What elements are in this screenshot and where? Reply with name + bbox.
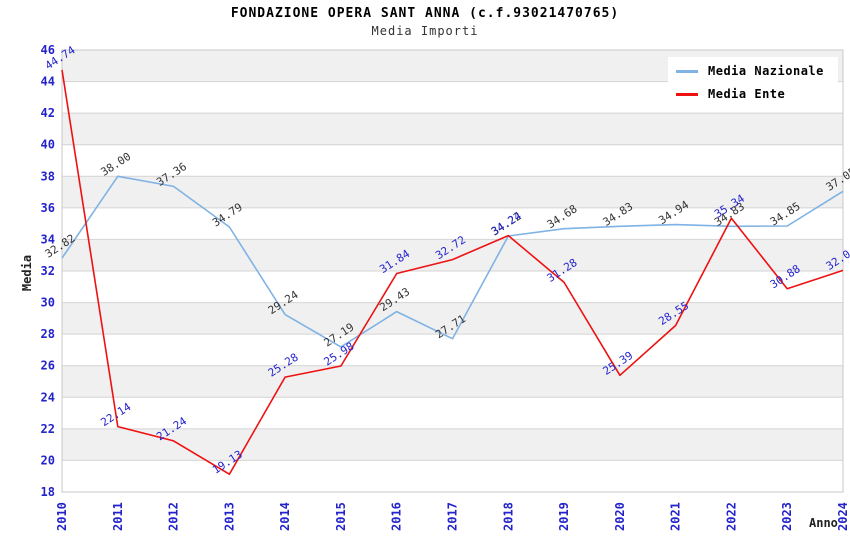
chart-title: FONDAZIONE OPERA SANT ANNA (c.f.93021470…: [230, 6, 620, 21]
legend-item-media-ente: Media Ente: [676, 87, 824, 101]
legend-item-media-nazionale: Media Nazionale: [676, 64, 824, 78]
gridlines: [62, 81, 843, 461]
svg-text:2015: 2015: [334, 502, 348, 531]
x-axis-tick-labels: 2010 2011 2012 2013 2014 2015 2016 2017 2018 2019…: [55, 502, 850, 531]
svg-text:40: 40: [41, 138, 55, 152]
svg-text:2012: 2012: [167, 502, 181, 531]
svg-text:46: 46: [41, 43, 55, 57]
legend-swatch-media-nazionale-icon: [676, 69, 698, 73]
svg-text:26: 26: [41, 359, 55, 373]
svg-text:18: 18: [41, 485, 55, 499]
legend-label-media-nazionale: Media Nazionale: [708, 64, 824, 78]
svg-text:2021: 2021: [669, 502, 683, 531]
svg-text:38: 38: [41, 169, 55, 183]
plot-bands: [62, 50, 843, 492]
legend-swatch-media-ente-icon: [676, 92, 698, 96]
svg-text:32: 32: [41, 264, 55, 278]
svg-text:2018: 2018: [501, 502, 515, 531]
chart-subtitle: Media Importi: [371, 24, 479, 38]
series-line-media-ente: [61, 69, 844, 476]
svg-text:2020: 2020: [613, 502, 627, 531]
svg-text:36: 36: [41, 201, 55, 215]
svg-text:28: 28: [41, 327, 55, 341]
svg-text:2022: 2022: [724, 502, 738, 531]
legend: Media Nazionale Media Ente: [668, 57, 838, 108]
svg-text:2014: 2014: [278, 502, 292, 531]
svg-text:2013: 2013: [222, 502, 236, 531]
legend-label-media-ente: Media Ente: [708, 87, 786, 101]
svg-text:20: 20: [41, 453, 55, 467]
svg-text:2019: 2019: [557, 502, 571, 531]
svg-text:2024: 2024: [836, 502, 850, 531]
svg-text:30: 30: [41, 296, 55, 310]
svg-text:2017: 2017: [446, 502, 460, 531]
svg-text:2023: 2023: [780, 502, 794, 531]
svg-text:34: 34: [41, 232, 55, 246]
y-axis-tick-labels: 46 44 42 40 38 36 34 32 30 28 26 24 22 20 18: [41, 43, 55, 499]
x-axis-title: Anno: [809, 516, 838, 530]
svg-text:44: 44: [41, 75, 55, 89]
svg-text:24: 24: [41, 390, 55, 404]
svg-text:22: 22: [41, 422, 55, 436]
svg-text:42: 42: [41, 106, 55, 120]
y-axis-title: Media: [20, 255, 34, 291]
series-line-media-nazionale: [61, 175, 844, 348]
svg-text:2011: 2011: [111, 502, 125, 531]
svg-text:2010: 2010: [55, 502, 69, 531]
svg-text:2016: 2016: [390, 502, 404, 531]
